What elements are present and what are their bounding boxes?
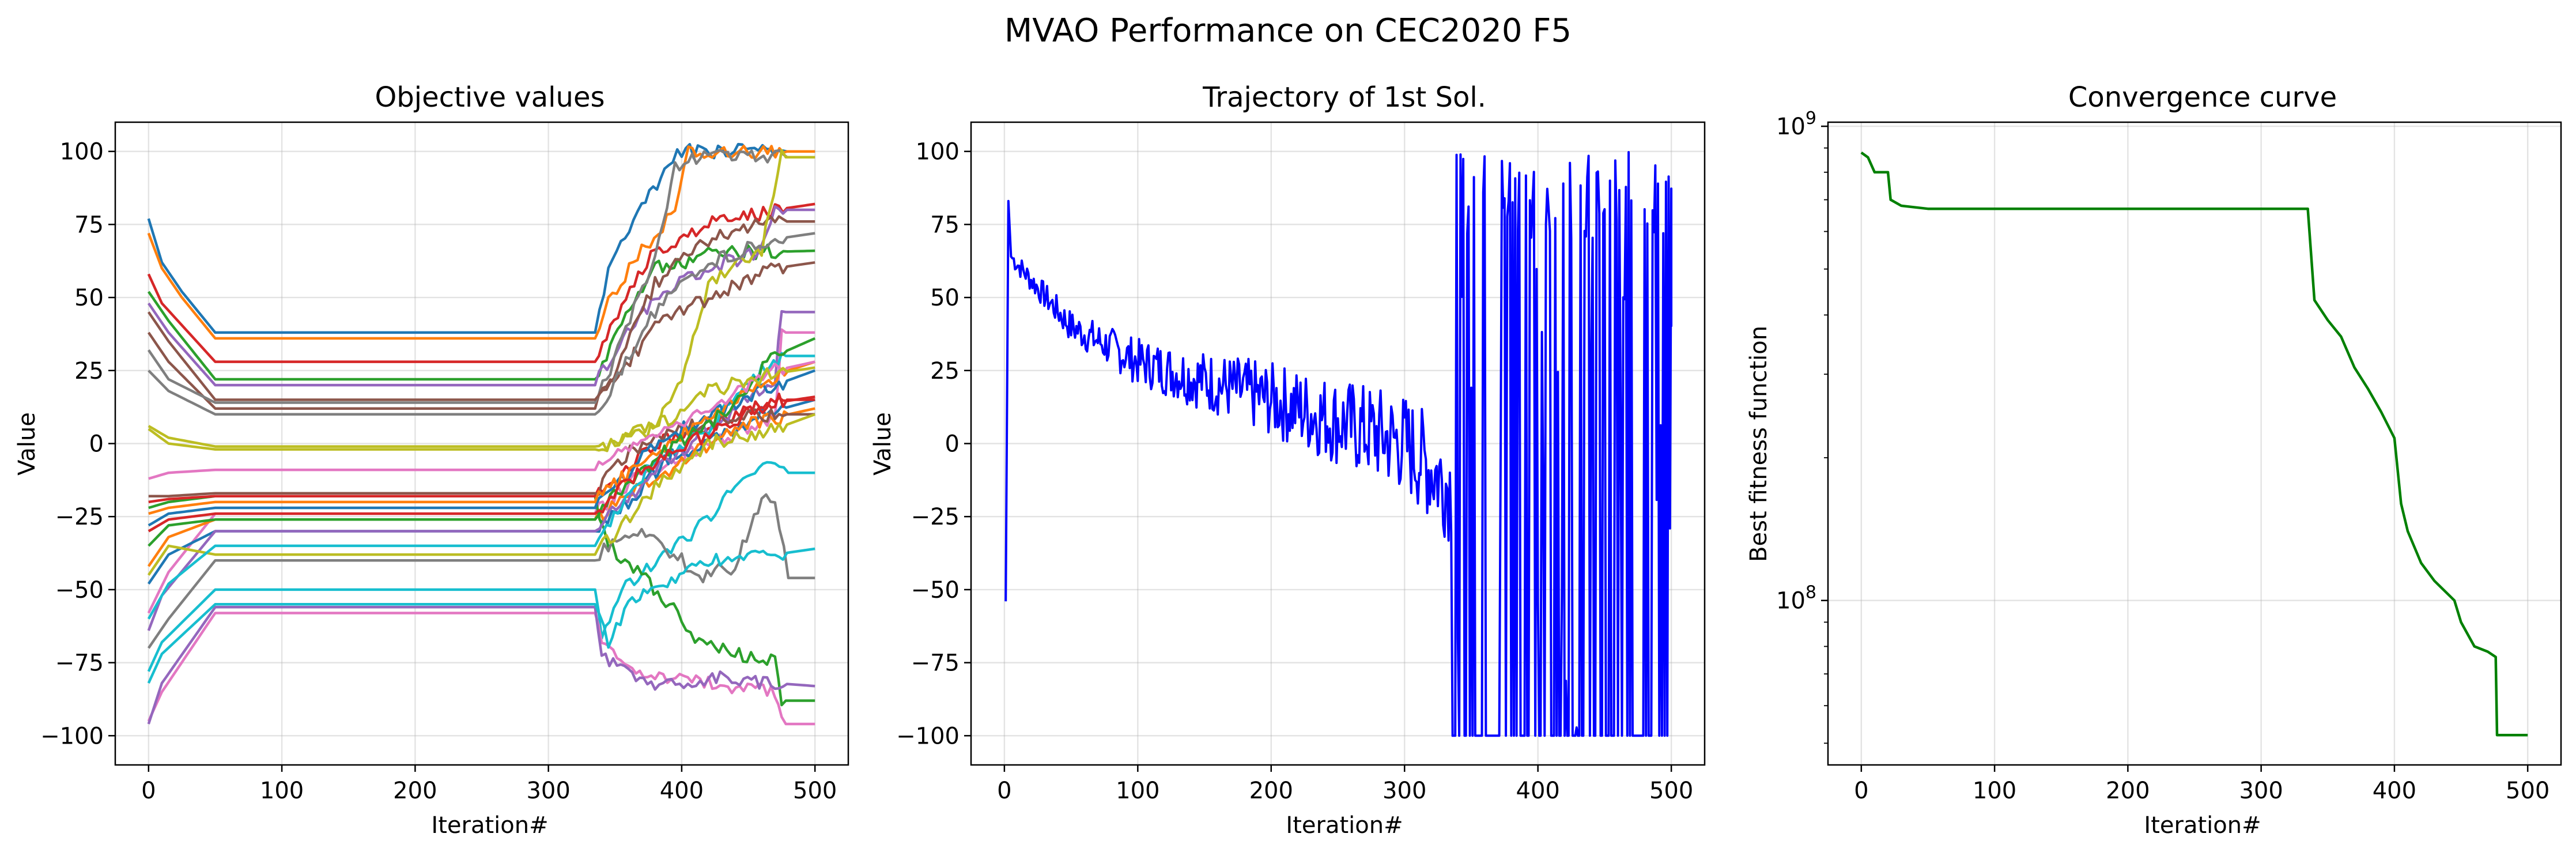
convergence-title: Convergence curve bbox=[2068, 81, 2337, 114]
objective-values-title: Objective values bbox=[375, 81, 605, 114]
trajectory-title: Trajectory of 1st Sol. bbox=[1202, 81, 1486, 114]
objective-values-series-line bbox=[148, 395, 815, 533]
convergence-panel: Convergence curve Iteration# Best fitnes… bbox=[1746, 81, 2562, 839]
objective-values-xtick-label: 400 bbox=[660, 778, 704, 804]
convergence-ytick-exp: 8 bbox=[1806, 583, 1816, 603]
objective-values-series-line bbox=[147, 612, 815, 726]
trajectory-ytick-label: 50 bbox=[930, 285, 960, 311]
objective-values-series-line bbox=[148, 232, 815, 416]
convergence-series-line bbox=[1860, 151, 2528, 737]
objective-values-xlabel: Iteration# bbox=[431, 812, 548, 839]
objective-values-xtick-label: 300 bbox=[526, 778, 570, 804]
objective-values-series-line bbox=[148, 149, 815, 452]
trajectory-ytick-label: −75 bbox=[911, 650, 960, 677]
convergence-xlabel: Iteration# bbox=[2144, 812, 2261, 839]
trajectory-ytick-label: 75 bbox=[930, 212, 960, 238]
objective-values-ytick-label: 0 bbox=[89, 431, 104, 458]
objective-values-xtick-label: 500 bbox=[793, 778, 837, 804]
convergence-xtick-label: 400 bbox=[2373, 778, 2416, 804]
objective-values-series-line bbox=[148, 360, 815, 480]
trajectory-xtick-label: 0 bbox=[997, 778, 1011, 804]
trajectory-axes-frame bbox=[970, 121, 1706, 766]
objective-values-axes-frame bbox=[114, 121, 849, 766]
objective-values-series-line bbox=[147, 205, 815, 387]
objective-values-series-line bbox=[147, 142, 815, 334]
objective-values-lines bbox=[147, 142, 816, 726]
trajectory-ticks: 0 100 200 300 400 500 100 75 50 25 0 −25 −50 −75 −100 bbox=[896, 139, 1693, 804]
objective-values-ytick-label: 75 bbox=[74, 212, 104, 238]
objective-values-panel: Objective values Iteration# Value 0 100 20… bbox=[14, 81, 849, 839]
objective-values-series-line bbox=[147, 493, 815, 649]
convergence-ylabel: Best fitness function bbox=[1746, 326, 1772, 562]
convergence-ytick-base: 10 bbox=[1776, 114, 1806, 140]
convergence-axes-frame bbox=[1827, 121, 2562, 766]
objective-values-ytick-label: −50 bbox=[55, 577, 104, 604]
trajectory-lines bbox=[1004, 151, 1673, 737]
convergence-xtick-label: 100 bbox=[1973, 778, 2016, 804]
trajectory-series-line bbox=[1004, 151, 1673, 737]
objective-values-series-line bbox=[148, 393, 815, 504]
trajectory-xtick-label: 300 bbox=[1383, 778, 1426, 804]
convergence-xtick-label: 300 bbox=[2239, 778, 2283, 804]
objective-values-series-line bbox=[147, 413, 815, 576]
objective-values-series-line bbox=[147, 407, 815, 567]
objective-values-series-line bbox=[147, 202, 815, 363]
trajectory-grid bbox=[971, 122, 1705, 765]
convergence-ytick-label: 108 bbox=[1776, 583, 1816, 614]
convergence-ytick-exp: 9 bbox=[1806, 108, 1816, 129]
convergence-lines bbox=[1860, 151, 2528, 737]
trajectory-xtick-label: 100 bbox=[1116, 778, 1159, 804]
objective-values-ytick-label: 25 bbox=[74, 358, 104, 384]
objective-values-xtick-label: 200 bbox=[393, 778, 437, 804]
objective-values-series-line bbox=[148, 366, 815, 452]
trajectory-ytick-label: −100 bbox=[896, 723, 960, 749]
convergence-ytick-label: 109 bbox=[1776, 108, 1816, 140]
trajectory-ytick-label: 0 bbox=[945, 431, 960, 458]
objective-values-series-line bbox=[147, 261, 815, 401]
figure-suptitle: MVAO Performance on CEC2020 F5 bbox=[1004, 12, 1572, 50]
convergence-grid bbox=[1828, 122, 2561, 765]
trajectory-xlabel: Iteration# bbox=[1286, 812, 1403, 839]
convergence-xtick-label: 0 bbox=[1854, 778, 1868, 804]
trajectory-panel: Trajectory of 1st Sol. Iteration# Value … bbox=[870, 81, 1706, 839]
trajectory-xtick-label: 200 bbox=[1249, 778, 1293, 804]
convergence-ytick-base: 10 bbox=[1776, 588, 1806, 614]
objective-values-series-line bbox=[147, 243, 815, 381]
convergence-xtick-label: 200 bbox=[2106, 778, 2150, 804]
trajectory-ytick-label: 100 bbox=[916, 139, 960, 165]
objective-values-series-line bbox=[148, 495, 815, 707]
objective-values-ytick-label: −25 bbox=[55, 504, 104, 530]
objective-values-ytick-label: −100 bbox=[40, 723, 104, 749]
objective-values-series-line bbox=[147, 547, 815, 684]
objective-values-series-line bbox=[147, 352, 815, 620]
trajectory-ylabel: Value bbox=[870, 412, 896, 476]
convergence-xtick-label: 500 bbox=[2506, 778, 2549, 804]
trajectory-ytick-label: 25 bbox=[930, 358, 960, 384]
trajectory-xtick-label: 400 bbox=[1516, 778, 1560, 804]
objective-values-series-line bbox=[147, 145, 815, 340]
objective-values-series-line bbox=[148, 360, 815, 515]
objective-values-xtick-label: 100 bbox=[260, 778, 304, 804]
objective-values-ytick-label: 50 bbox=[74, 285, 104, 311]
objective-values-ticks: 0 100 200 300 400 500 100 75 50 25 0 −25 −50 −75 −100 bbox=[40, 139, 837, 804]
trajectory-ytick-label: −50 bbox=[911, 577, 960, 604]
objective-values-ytick-label: −75 bbox=[55, 650, 104, 677]
objective-values-ylabel: Value bbox=[14, 412, 40, 476]
trajectory-ytick-label: −25 bbox=[911, 504, 960, 530]
objective-values-series-line bbox=[147, 461, 815, 672]
objective-values-series-line bbox=[147, 149, 815, 404]
objective-values-series-line bbox=[147, 310, 815, 631]
objective-values-series-line bbox=[148, 337, 816, 547]
objective-values-series-line bbox=[147, 215, 815, 410]
objective-values-ytick-label: 100 bbox=[60, 139, 104, 165]
objective-values-series-line bbox=[147, 606, 815, 725]
trajectory-xtick-label: 500 bbox=[1649, 778, 1693, 804]
objective-values-xtick-label: 0 bbox=[141, 778, 156, 804]
